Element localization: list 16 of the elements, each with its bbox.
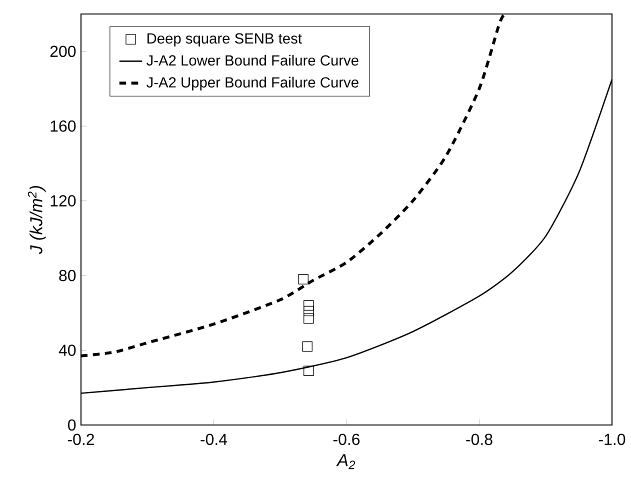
- y-tick-label: 40: [58, 344, 76, 356]
- legend-label: J-A2 Lower Bound Failure Curve: [146, 54, 358, 66]
- x-tick-label: -0.4: [200, 434, 228, 446]
- legend-label: J-A2 Upper Bound Failure Curve: [146, 76, 358, 90]
- x-axis-title: A$_{2}$: [336, 454, 356, 470]
- y-tick-label: 120: [50, 195, 76, 206]
- x-tick-label: -1.0: [598, 434, 626, 446]
- y-tick-label: 160: [50, 120, 76, 132]
- legend-label: Deep square SENB test: [148, 33, 302, 47]
- x-tick-label: -0.8: [466, 434, 492, 446]
- y-axis-title: J (kJ/m$^{2}$): [28, 186, 46, 254]
- y-tick-label: 80: [59, 270, 76, 282]
- x-tick-label: -0.2: [68, 434, 94, 446]
- y-tick-label: 0: [68, 419, 76, 431]
- y-tick-label: 200: [50, 46, 76, 58]
- x-tick-label: -0.6: [333, 434, 360, 446]
